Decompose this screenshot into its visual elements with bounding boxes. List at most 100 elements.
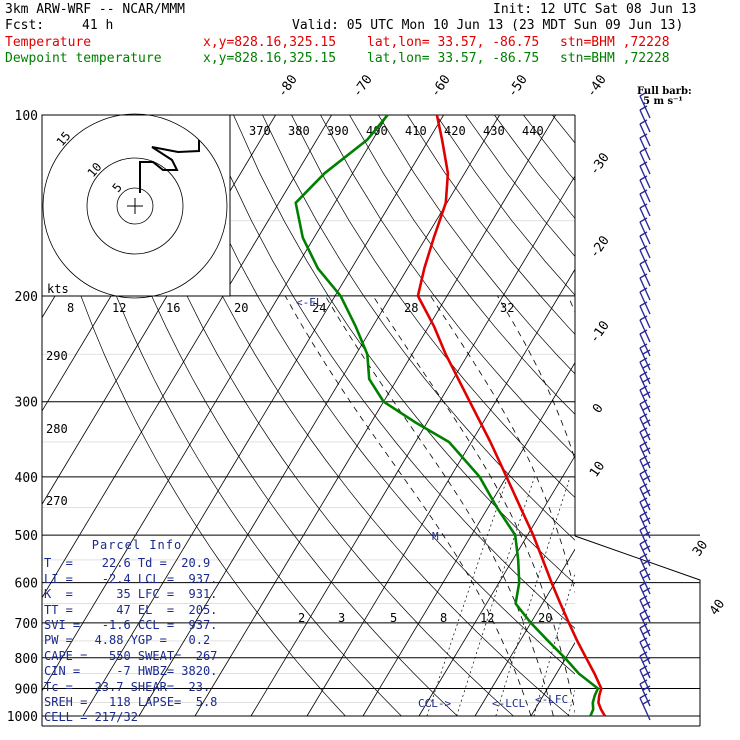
isotherm-line (418, 455, 575, 717)
mixing-ratio-line (495, 476, 571, 717)
isotherm-line (42, 115, 388, 692)
wind-barb-flag (642, 363, 651, 369)
wind-barb-flag (639, 385, 648, 391)
mixing-ratio-label: 3 (338, 611, 345, 625)
mixing-ratio-line (593, 477, 657, 716)
wind-barb-flag (639, 203, 648, 209)
theta-left-label: 290 (46, 349, 68, 363)
wind-barb-flag (642, 447, 651, 453)
wind-barb-flag (639, 679, 648, 685)
mixing-ratio-line (426, 476, 509, 717)
isotherm-label: -20 (587, 233, 613, 261)
wind-barb-flag (642, 349, 651, 355)
wind-barb-flag (642, 615, 651, 621)
parcel-row: SREH = 118 LAPSE= 5.8 (44, 695, 218, 710)
wind-barb-flag (642, 573, 651, 579)
hodograph: 5 10 15 kts (41, 113, 231, 299)
mixing-ratio-line (533, 572, 575, 717)
wind-barb-flag (639, 91, 648, 97)
isotherm-line (587, 115, 740, 716)
wind-barb-flag (639, 483, 648, 489)
wind-barb-flag (639, 175, 648, 181)
wind-barb-flag (642, 433, 651, 439)
mixing-ratio-label: 5 (390, 611, 397, 625)
parcel-info-panel: Parcel Info T = 22.6 Td = 20.9 LI = -2.4… (44, 538, 230, 724)
wind-barb-flag (639, 119, 648, 125)
theta-left-label: 280 (46, 422, 68, 436)
dry-adiabat-line (59, 115, 402, 717)
wind-barb-flag (639, 469, 648, 475)
wind-barb-flag (639, 133, 648, 139)
wind-barb-flag (642, 377, 651, 383)
lcl-marker: <-LCL (492, 697, 525, 710)
isotherm-line (474, 548, 575, 717)
wind-barb-flag (639, 581, 648, 587)
parcel-row: K = 35 LFC = 931. (44, 587, 218, 602)
dewpoint-xy: x,y=828.16,325.15 (203, 51, 337, 66)
pressure-tick-label: 300 (15, 396, 38, 411)
parcel-row: PW = 4.88 YGP = 0.2 (44, 633, 211, 648)
el-marker: <-EL (296, 296, 323, 309)
dewpoint-station: stn=BHM ,72228 (560, 51, 670, 66)
wind-barb-flag (639, 623, 648, 629)
temperature-station: stn=BHM ,72228 (560, 35, 670, 50)
temperature-legend: Temperature (5, 35, 92, 50)
isotherm-label: -40 (584, 72, 610, 100)
wind-barb-flag (639, 147, 648, 153)
parcel-info-title: Parcel Info (91, 538, 183, 552)
dry-adiabat-line (523, 115, 575, 182)
theta-label: 410 (405, 124, 427, 138)
wind-barb-flag (639, 553, 648, 559)
wind-barb-flag (642, 587, 651, 593)
wind-barb-flag (642, 503, 651, 509)
wind-barb-flag (639, 595, 648, 601)
mixing-ratio-line (657, 477, 715, 716)
moist-adiabat-line (633, 296, 666, 716)
wind-barb-flag (642, 671, 651, 677)
dewpoint-latlon: lat,lon= 33.57, -86.75 (367, 51, 540, 66)
wind-barb-flag (639, 301, 648, 307)
dry-adiabat-line (494, 115, 575, 219)
ccl-marker: CCL-> (418, 697, 451, 710)
theta-label: 390 (327, 124, 349, 138)
mixing-ratio-label: 32 (500, 301, 514, 315)
mixing-ratio-label: 12 (112, 301, 126, 315)
isotherm-line (699, 115, 740, 716)
barb-key-line1: Full barb: (637, 86, 692, 97)
isotherm-line (250, 175, 575, 717)
isotherm-line (643, 115, 740, 716)
parcel-row: T = 22.6 Td = 20.9 (44, 556, 211, 571)
isotherm-label: 0 (590, 401, 607, 416)
theta-label: 430 (483, 124, 505, 138)
forecast-label: Fcst: (5, 18, 45, 33)
pressure-tick-label: 600 (15, 577, 38, 592)
dry-adiabat-line (610, 115, 740, 716)
wind-barb-flag (642, 643, 651, 649)
pressure-tick-label: 100 (15, 109, 38, 124)
model-title: 3km ARW-WRF -- NCAR/MMM (5, 2, 186, 17)
wind-barb-flag (639, 497, 648, 503)
wind-barb-flag (639, 273, 648, 279)
init-time: Init: 12 UTC Sat 08 Jun 13 (493, 2, 697, 17)
wind-barb-flag (642, 475, 651, 481)
moist-adiabat-line (372, 295, 575, 714)
wind-barb-flag (639, 231, 648, 237)
isotherm-label: 10 (587, 459, 608, 480)
parcel-row: Tc = 23.7 SHEAR= 23. (44, 679, 211, 694)
dry-adiabat-line (581, 115, 740, 716)
mixing-ratio-line (644, 477, 703, 716)
wind-barb-flag (642, 489, 651, 495)
wind-barb-flag (639, 371, 648, 377)
isotherm-line (82, 115, 444, 717)
mixing-ratio-label: 12 (480, 611, 494, 625)
mixing-ratio-line (456, 476, 535, 717)
hodograph-ring-5 (116, 187, 154, 225)
dry-adiabat-line (117, 115, 514, 717)
isotherm-label: 40 (707, 597, 728, 618)
wind-barb-flag (639, 357, 648, 363)
wind-barb-flag (639, 609, 648, 615)
pressure-tick-label: 1000 (7, 710, 38, 725)
moist-adiabat-line (284, 295, 532, 717)
frame-right-lower (574, 535, 701, 726)
